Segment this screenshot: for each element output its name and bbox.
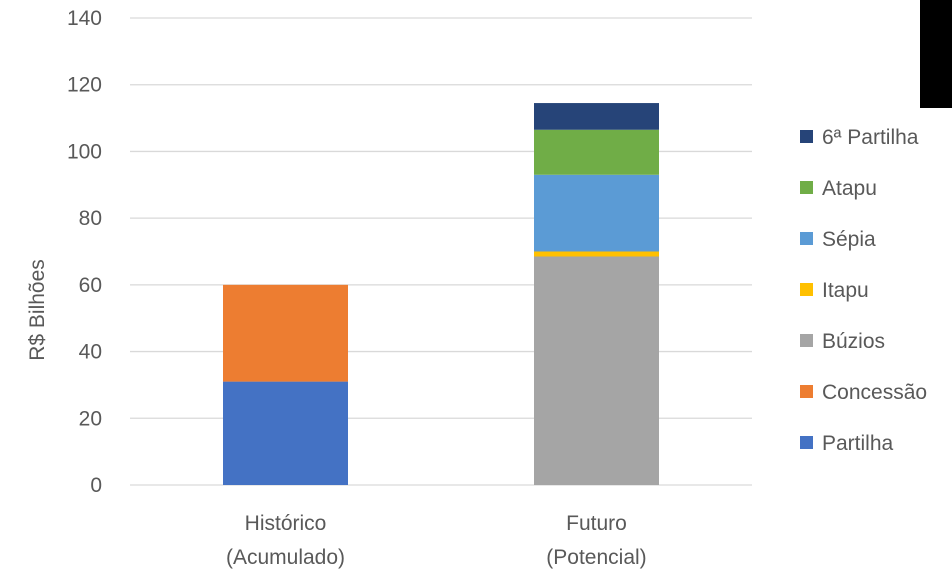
legend-swatch [800,334,813,347]
x-category-label: Futuro [566,512,627,535]
bar-segment-itapu [534,251,659,257]
legend: 6ª Partilha Atapu Sépia Itapu Búzios Concessã… [800,126,927,455]
y-tick-label: 20 [79,407,102,430]
legend-item: 6ª Partilha [800,126,919,149]
bar-segment-b-zios [534,256,659,485]
legend-swatch [800,181,813,194]
legend-label: Partilha [822,432,894,455]
legend-label: Búzios [822,330,885,353]
y-axis-label: R$ Bilhões [26,259,49,361]
legend-swatch [800,385,813,398]
legend-item: Sépia [800,228,876,251]
bar-segment-s-pia [534,174,659,252]
y-tick-label: 60 [79,274,102,297]
y-tick-label: 0 [90,474,102,497]
bar-segment-partilha [223,381,348,485]
legend-item: Partilha [800,432,894,455]
bar-segment-concess-o [223,284,348,382]
legend-label: Itapu [822,279,869,302]
black-overlay-block [920,0,952,108]
bars [223,103,659,485]
legend-item: Atapu [800,177,877,200]
legend-label: Sépia [822,228,876,251]
x-category-label: Histórico [245,512,327,535]
legend-swatch [800,283,813,296]
legend-swatch [800,436,813,449]
y-tick-label: 40 [79,341,102,364]
bar-segment-atapu [534,129,659,175]
y-tick-label: 80 [79,207,102,230]
legend-label: 6ª Partilha [822,126,919,149]
x-category-label: (Potencial) [546,546,646,569]
legend-label: Atapu [822,177,877,200]
y-tick-label: 100 [67,140,102,163]
x-axis-categories: Histórico (Acumulado) Futuro (Potencial) [226,512,647,569]
legend-swatch [800,232,813,245]
legend-swatch [800,130,813,143]
y-axis-ticks: 0 20 40 60 80 100 120 140 [67,7,102,497]
bar-segment-6-partilha [534,103,659,130]
legend-item: Búzios [800,330,885,353]
y-tick-label: 140 [67,7,102,30]
y-tick-label: 120 [67,74,102,97]
legend-label: Concessão [822,381,927,404]
legend-item: Concessão [800,381,927,404]
legend-item: Itapu [800,279,869,302]
x-category-label: (Acumulado) [226,546,345,569]
